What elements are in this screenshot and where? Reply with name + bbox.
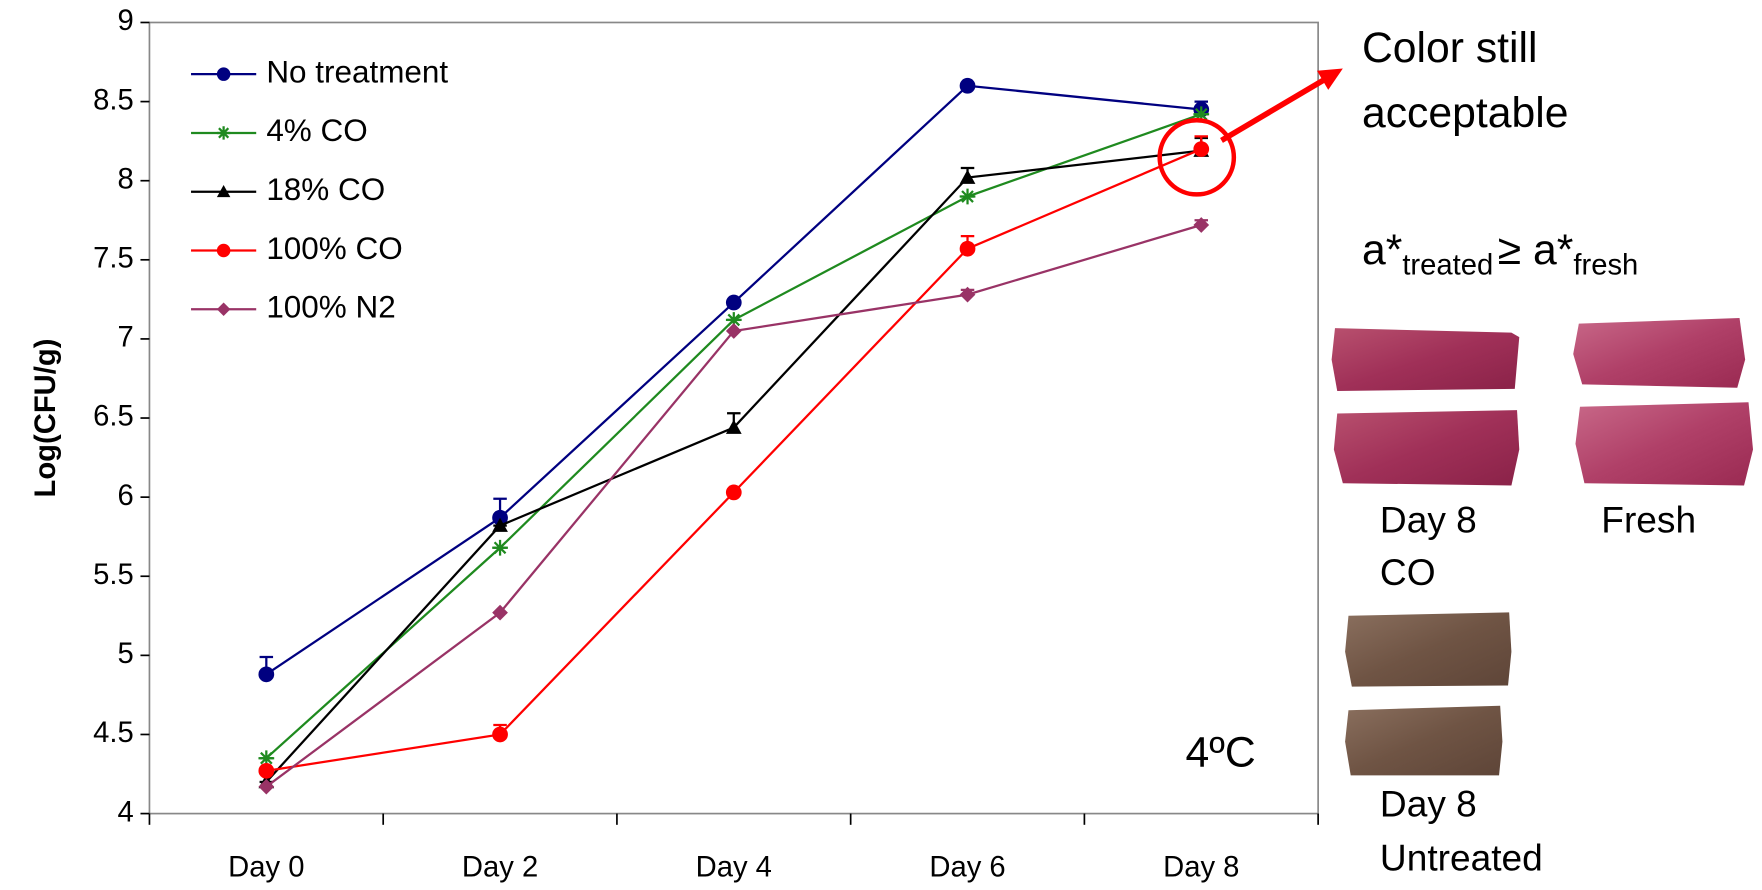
arrow-head bbox=[1317, 68, 1343, 90]
x-tick-label: Day 8 bbox=[1163, 851, 1239, 883]
marker bbox=[959, 188, 976, 205]
marker bbox=[959, 77, 976, 94]
y-axis-label: Log(CFU/g) bbox=[30, 339, 62, 498]
y-tick-label: 7 bbox=[117, 322, 133, 354]
marker bbox=[258, 778, 275, 795]
marker bbox=[216, 302, 231, 316]
marker bbox=[725, 484, 742, 501]
marker bbox=[258, 666, 275, 683]
legend-label: 100% N2 bbox=[266, 290, 395, 325]
marker bbox=[725, 294, 742, 311]
marker bbox=[492, 509, 508, 526]
marker bbox=[216, 243, 231, 258]
legend-label: 100% CO bbox=[266, 231, 402, 266]
x-tick-label: Day 2 bbox=[462, 851, 538, 883]
arrow bbox=[1220, 76, 1328, 143]
photo-label: Untreated bbox=[1380, 837, 1543, 879]
marker bbox=[258, 750, 275, 767]
annotations: 4ºC Color still acceptable a*treated ≥ a*… bbox=[1157, 24, 1696, 879]
y-tick-label: 6.5 bbox=[93, 401, 134, 433]
marker bbox=[959, 240, 976, 257]
marker bbox=[492, 726, 508, 743]
photo-label: Day 8 bbox=[1380, 783, 1477, 825]
callout-line: Color still bbox=[1362, 24, 1538, 72]
x-tick-label: Day 4 bbox=[696, 851, 772, 883]
marker bbox=[725, 312, 742, 328]
marker bbox=[1193, 106, 1210, 123]
temperature: 4ºC bbox=[1186, 728, 1256, 776]
legend-label: 18% CO bbox=[266, 172, 385, 207]
formula: a*treated ≥ a*fresh bbox=[1362, 226, 1638, 281]
marker bbox=[725, 323, 742, 339]
legend-label: No treatment bbox=[266, 54, 448, 89]
marker bbox=[1193, 141, 1210, 157]
marker bbox=[492, 517, 508, 532]
y-tick-label: 4.5 bbox=[93, 717, 134, 749]
series-line bbox=[265, 149, 1202, 783]
marker bbox=[216, 67, 231, 81]
y-tick-label: 5.5 bbox=[93, 559, 134, 591]
marker bbox=[216, 184, 231, 198]
photos bbox=[1331, 318, 1754, 776]
y-tick-label: 7.5 bbox=[93, 243, 134, 275]
y-tick-label: 8.5 bbox=[93, 84, 134, 116]
marker bbox=[959, 286, 976, 303]
marker bbox=[216, 126, 231, 140]
callout-line: acceptable bbox=[1362, 89, 1568, 137]
series-line bbox=[265, 113, 1202, 760]
marker bbox=[725, 419, 742, 434]
legend-label: 4% CO bbox=[266, 113, 367, 148]
photo-label: CO bbox=[1380, 551, 1436, 593]
series-line bbox=[266, 148, 1202, 772]
y-tick-label: 6 bbox=[117, 480, 133, 512]
x-tick-label: Day 0 bbox=[228, 851, 304, 883]
photo-label: Fresh bbox=[1601, 498, 1696, 540]
marker bbox=[258, 762, 275, 779]
marker bbox=[959, 169, 976, 184]
y-tick-label: 5 bbox=[117, 638, 133, 670]
series-line bbox=[265, 84, 1202, 676]
marker bbox=[492, 539, 508, 556]
x-tick-label: Day 6 bbox=[929, 851, 1005, 883]
y-tick-label: 8 bbox=[117, 163, 133, 195]
marker bbox=[492, 604, 508, 621]
y-tick-label: 9 bbox=[117, 5, 133, 37]
highlight-circle bbox=[1157, 117, 1237, 197]
photo-label: Day 8 bbox=[1380, 498, 1477, 540]
y-tick-label: 4 bbox=[117, 796, 133, 828]
